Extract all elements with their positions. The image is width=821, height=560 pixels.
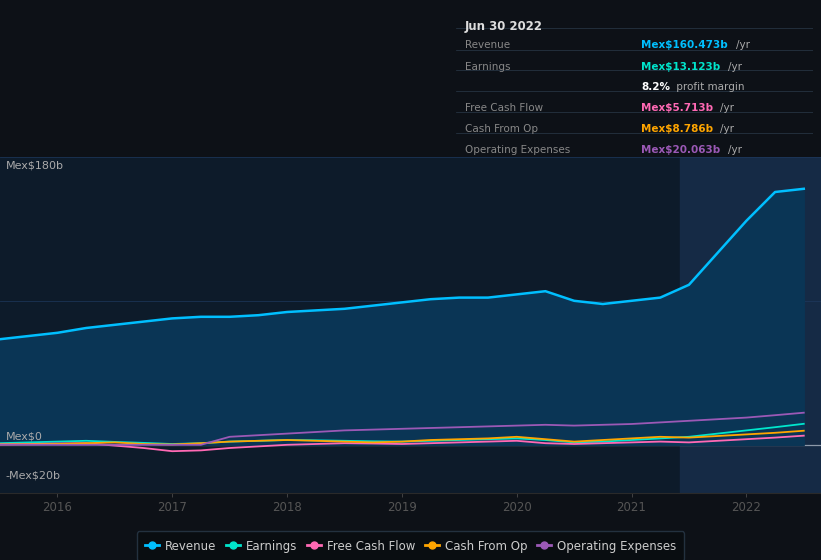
Text: Mex$160.473b: Mex$160.473b bbox=[641, 40, 728, 49]
Text: /yr: /yr bbox=[720, 124, 734, 134]
Text: profit margin: profit margin bbox=[672, 82, 745, 91]
Text: Free Cash Flow: Free Cash Flow bbox=[465, 102, 543, 113]
Text: Mex$13.123b: Mex$13.123b bbox=[641, 62, 721, 72]
Text: Mex$0: Mex$0 bbox=[6, 432, 43, 442]
Bar bbox=[680, 157, 821, 493]
Text: /yr: /yr bbox=[720, 102, 734, 113]
Text: -Mex$20b: -Mex$20b bbox=[6, 470, 61, 480]
Text: Earnings: Earnings bbox=[465, 62, 510, 72]
Legend: Revenue, Earnings, Free Cash Flow, Cash From Op, Operating Expenses: Revenue, Earnings, Free Cash Flow, Cash … bbox=[137, 531, 684, 560]
Text: Mex$20.063b: Mex$20.063b bbox=[641, 144, 721, 155]
Text: /yr: /yr bbox=[727, 62, 742, 72]
Text: Mex$8.786b: Mex$8.786b bbox=[641, 124, 713, 134]
Text: Jun 30 2022: Jun 30 2022 bbox=[465, 20, 543, 33]
Text: Revenue: Revenue bbox=[465, 40, 510, 49]
Text: Cash From Op: Cash From Op bbox=[465, 124, 538, 134]
Text: Operating Expenses: Operating Expenses bbox=[465, 144, 570, 155]
Text: 8.2%: 8.2% bbox=[641, 82, 671, 91]
Text: Mex$180b: Mex$180b bbox=[6, 160, 64, 170]
Text: /yr: /yr bbox=[736, 40, 750, 49]
Text: /yr: /yr bbox=[727, 144, 742, 155]
Text: Mex$5.713b: Mex$5.713b bbox=[641, 102, 713, 113]
